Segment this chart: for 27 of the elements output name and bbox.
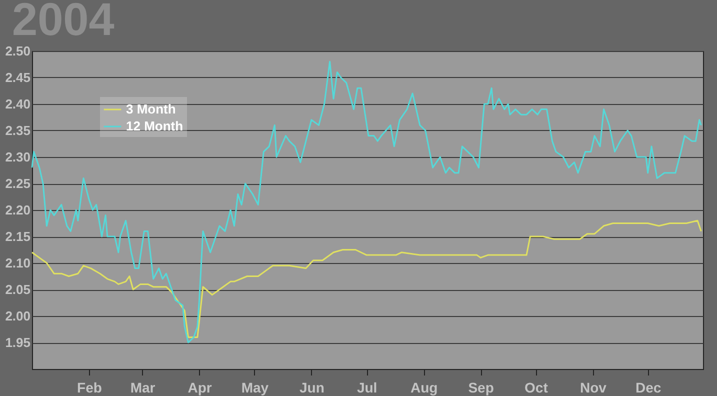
x-tick-label: Jul	[356, 380, 378, 396]
y-tick-label: 2.20	[5, 202, 30, 218]
y-tick-label: 2.40	[5, 96, 30, 112]
x-tick-label: Dec	[636, 380, 662, 396]
x-tick-label: Jun	[299, 380, 324, 396]
x-tick-label: Mar	[130, 380, 156, 396]
x-tick-label: Sep	[468, 380, 494, 396]
y-tick-label: 2.00	[5, 308, 30, 324]
line-series	[31, 220, 702, 338]
x-tick-label: Nov	[580, 380, 607, 396]
y-tick-label: 2.10	[5, 256, 30, 270]
y-tick-label: 2.45	[5, 70, 30, 85]
x-tick-label: Feb	[77, 380, 102, 396]
legend-label: 12 Month	[126, 118, 184, 134]
y-tick-label: 1.95	[5, 335, 30, 350]
y-tick-label: 2.50	[5, 44, 30, 58]
x-tick-label: Apr	[188, 380, 212, 396]
y-tick-label: 2.15	[5, 229, 30, 244]
legend-label: 3 Month	[126, 102, 176, 116]
y-tick-label: 2.30	[5, 150, 30, 164]
x-tick-label: May	[241, 380, 269, 396]
y-tick-label: 2.35	[5, 123, 30, 138]
y-tick-label: 2.05	[5, 282, 30, 297]
y-tick-label: 2.25	[5, 176, 30, 191]
x-tick-label: Oct	[524, 380, 548, 396]
line-series	[31, 60, 702, 344]
x-tick-label: Aug	[410, 380, 438, 396]
